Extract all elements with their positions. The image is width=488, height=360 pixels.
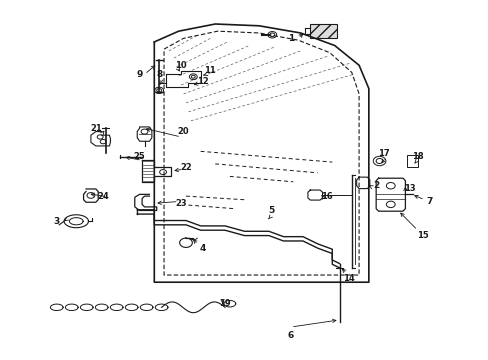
Text: 2: 2 <box>372 181 379 190</box>
Text: 6: 6 <box>287 332 293 341</box>
Text: 8: 8 <box>156 70 162 79</box>
Text: 23: 23 <box>175 199 186 208</box>
Text: 22: 22 <box>180 163 191 172</box>
Text: 4: 4 <box>200 244 206 253</box>
Text: 7: 7 <box>426 197 432 206</box>
Bar <box>407 155 417 167</box>
Text: 5: 5 <box>267 206 274 215</box>
Text: 15: 15 <box>416 231 427 240</box>
Text: 24: 24 <box>97 192 109 201</box>
Bar <box>310 24 336 38</box>
Text: 3: 3 <box>54 217 60 226</box>
Text: 1: 1 <box>287 34 293 43</box>
Text: 18: 18 <box>411 152 423 161</box>
Text: 19: 19 <box>219 299 230 308</box>
Text: 25: 25 <box>134 152 145 161</box>
Text: 16: 16 <box>321 192 333 201</box>
Text: 21: 21 <box>90 123 102 132</box>
Text: 14: 14 <box>343 274 354 283</box>
Text: 20: 20 <box>177 127 189 136</box>
Text: 9: 9 <box>136 70 142 79</box>
Text: 13: 13 <box>404 184 415 193</box>
Text: 17: 17 <box>377 149 388 158</box>
Text: 11: 11 <box>204 66 216 75</box>
Text: 12: 12 <box>197 77 208 86</box>
Text: 10: 10 <box>175 61 186 70</box>
